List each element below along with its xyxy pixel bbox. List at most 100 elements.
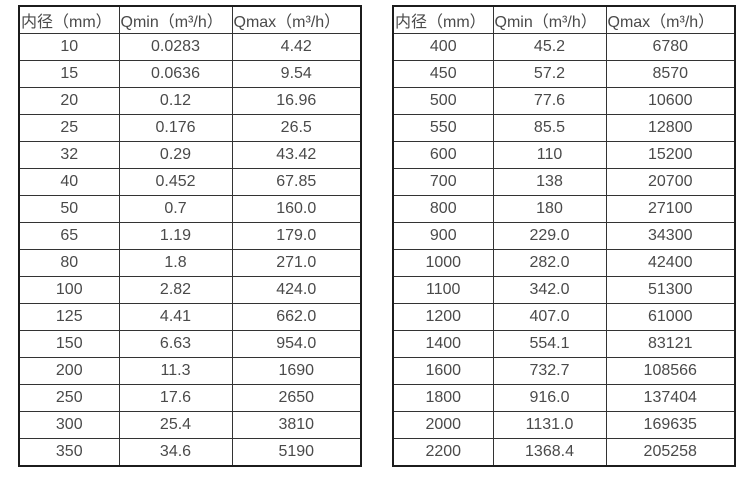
diameter-cell: 125 bbox=[18, 303, 120, 331]
table-row: 900 229.0 34300 bbox=[392, 222, 736, 250]
table-row: 1000 282.0 42400 bbox=[392, 249, 736, 277]
qmax-cell: 424.0 bbox=[231, 276, 362, 304]
diameter-cell: 250 bbox=[18, 384, 120, 412]
diameter-cell: 1800 bbox=[392, 384, 494, 412]
qmax-cell: 4.42 bbox=[231, 33, 362, 61]
qmin-cell: 1368.4 bbox=[492, 438, 607, 467]
table-row: 2000 1131.0 169635 bbox=[392, 411, 736, 439]
qmax-cell: 160.0 bbox=[231, 195, 362, 223]
diameter-cell: 1600 bbox=[392, 357, 494, 385]
table-row: 1200 407.0 61000 bbox=[392, 303, 736, 331]
table-row: 32 0.29 43.42 bbox=[18, 141, 362, 169]
qmin-column-header: Qmin（m³/h） bbox=[118, 5, 233, 34]
flow-rate-table-small-diameters: 内径（mm） Qmin（m³/h） Qmax（m³/h） 10 0.0283 4.42 1… bbox=[18, 5, 362, 467]
qmin-cell: 17.6 bbox=[118, 384, 233, 412]
qmax-cell: 169635 bbox=[605, 411, 736, 439]
qmax-column-header: Qmax（m³/h） bbox=[231, 5, 362, 34]
diameter-cell: 550 bbox=[392, 114, 494, 142]
qmax-cell: 5190 bbox=[231, 438, 362, 467]
qmin-cell: 1131.0 bbox=[492, 411, 607, 439]
table-row: 15 0.0636 9.54 bbox=[18, 60, 362, 88]
qmin-cell: 4.41 bbox=[118, 303, 233, 331]
diameter-column-header: 内径（mm） bbox=[392, 5, 494, 34]
qmin-cell: 0.0283 bbox=[118, 33, 233, 61]
table-row: 700 138 20700 bbox=[392, 168, 736, 196]
qmax-cell: 34300 bbox=[605, 222, 736, 250]
diameter-cell: 350 bbox=[18, 438, 120, 467]
qmax-cell: 61000 bbox=[605, 303, 736, 331]
diameter-cell: 1000 bbox=[392, 249, 494, 277]
diameter-cell: 1400 bbox=[392, 330, 494, 358]
table-row: 450 57.2 8570 bbox=[392, 60, 736, 88]
qmin-cell: 6.63 bbox=[118, 330, 233, 358]
table-row: 200 11.3 1690 bbox=[18, 357, 362, 385]
qmin-cell: 916.0 bbox=[492, 384, 607, 412]
diameter-cell: 15 bbox=[18, 60, 120, 88]
table-row: 300 25.4 3810 bbox=[18, 411, 362, 439]
qmax-cell: 67.85 bbox=[231, 168, 362, 196]
qmax-cell: 2650 bbox=[231, 384, 362, 412]
qmax-cell: 205258 bbox=[605, 438, 736, 467]
diameter-cell: 150 bbox=[18, 330, 120, 358]
qmin-cell: 1.19 bbox=[118, 222, 233, 250]
table-row: 250 17.6 2650 bbox=[18, 384, 362, 412]
table-row: 150 6.63 954.0 bbox=[18, 330, 362, 358]
qmin-cell: 342.0 bbox=[492, 276, 607, 304]
table-row: 1800 916.0 137404 bbox=[392, 384, 736, 412]
qmin-cell: 85.5 bbox=[492, 114, 607, 142]
table-row: 20 0.12 16.96 bbox=[18, 87, 362, 115]
qmin-cell: 11.3 bbox=[118, 357, 233, 385]
diameter-cell: 2200 bbox=[392, 438, 494, 467]
qmin-cell: 180 bbox=[492, 195, 607, 223]
qmin-cell: 2.82 bbox=[118, 276, 233, 304]
diameter-cell: 2000 bbox=[392, 411, 494, 439]
qmax-cell: 3810 bbox=[231, 411, 362, 439]
table-row: 10 0.0283 4.42 bbox=[18, 33, 362, 61]
qmax-cell: 954.0 bbox=[231, 330, 362, 358]
table-row: 2200 1368.4 205258 bbox=[392, 438, 736, 467]
qmin-cell: 554.1 bbox=[492, 330, 607, 358]
qmin-cell: 407.0 bbox=[492, 303, 607, 331]
diameter-cell: 80 bbox=[18, 249, 120, 277]
table-row: 800 180 27100 bbox=[392, 195, 736, 223]
table-row: 50 0.7 160.0 bbox=[18, 195, 362, 223]
diameter-cell: 100 bbox=[18, 276, 120, 304]
qmax-cell: 83121 bbox=[605, 330, 736, 358]
qmax-cell: 179.0 bbox=[231, 222, 362, 250]
qmin-cell: 282.0 bbox=[492, 249, 607, 277]
diameter-cell: 40 bbox=[18, 168, 120, 196]
table-row: 25 0.176 26.5 bbox=[18, 114, 362, 142]
qmin-cell: 1.8 bbox=[118, 249, 233, 277]
diameter-cell: 900 bbox=[392, 222, 494, 250]
qmin-cell: 138 bbox=[492, 168, 607, 196]
qmin-cell: 229.0 bbox=[492, 222, 607, 250]
qmin-cell: 0.7 bbox=[118, 195, 233, 223]
table-row: 1600 732.7 108566 bbox=[392, 357, 736, 385]
table-row: 600 110 15200 bbox=[392, 141, 736, 169]
qmax-cell: 15200 bbox=[605, 141, 736, 169]
table-row: 1400 554.1 83121 bbox=[392, 330, 736, 358]
qmax-cell: 271.0 bbox=[231, 249, 362, 277]
diameter-cell: 800 bbox=[392, 195, 494, 223]
diameter-cell: 400 bbox=[392, 33, 494, 61]
diameter-cell: 20 bbox=[18, 87, 120, 115]
qmax-cell: 108566 bbox=[605, 357, 736, 385]
qmin-cell: 25.4 bbox=[118, 411, 233, 439]
qmin-cell: 34.6 bbox=[118, 438, 233, 467]
table-row: 550 85.5 12800 bbox=[392, 114, 736, 142]
table-row: 400 45.2 6780 bbox=[392, 33, 736, 61]
diameter-cell: 32 bbox=[18, 141, 120, 169]
table-row: 1100 342.0 51300 bbox=[392, 276, 736, 304]
table-row: 40 0.452 67.85 bbox=[18, 168, 362, 196]
qmin-cell: 732.7 bbox=[492, 357, 607, 385]
table-row: 100 2.82 424.0 bbox=[18, 276, 362, 304]
table-row: 65 1.19 179.0 bbox=[18, 222, 362, 250]
diameter-cell: 450 bbox=[392, 60, 494, 88]
qmax-cell: 16.96 bbox=[231, 87, 362, 115]
flow-rate-table-large-diameters: 内径（mm） Qmin（m³/h） Qmax（m³/h） 400 45.2 6780 45… bbox=[392, 5, 736, 467]
table-row: 500 77.6 10600 bbox=[392, 87, 736, 115]
qmin-column-header: Qmin（m³/h） bbox=[492, 5, 607, 34]
qmax-cell: 12800 bbox=[605, 114, 736, 142]
qmax-cell: 1690 bbox=[231, 357, 362, 385]
